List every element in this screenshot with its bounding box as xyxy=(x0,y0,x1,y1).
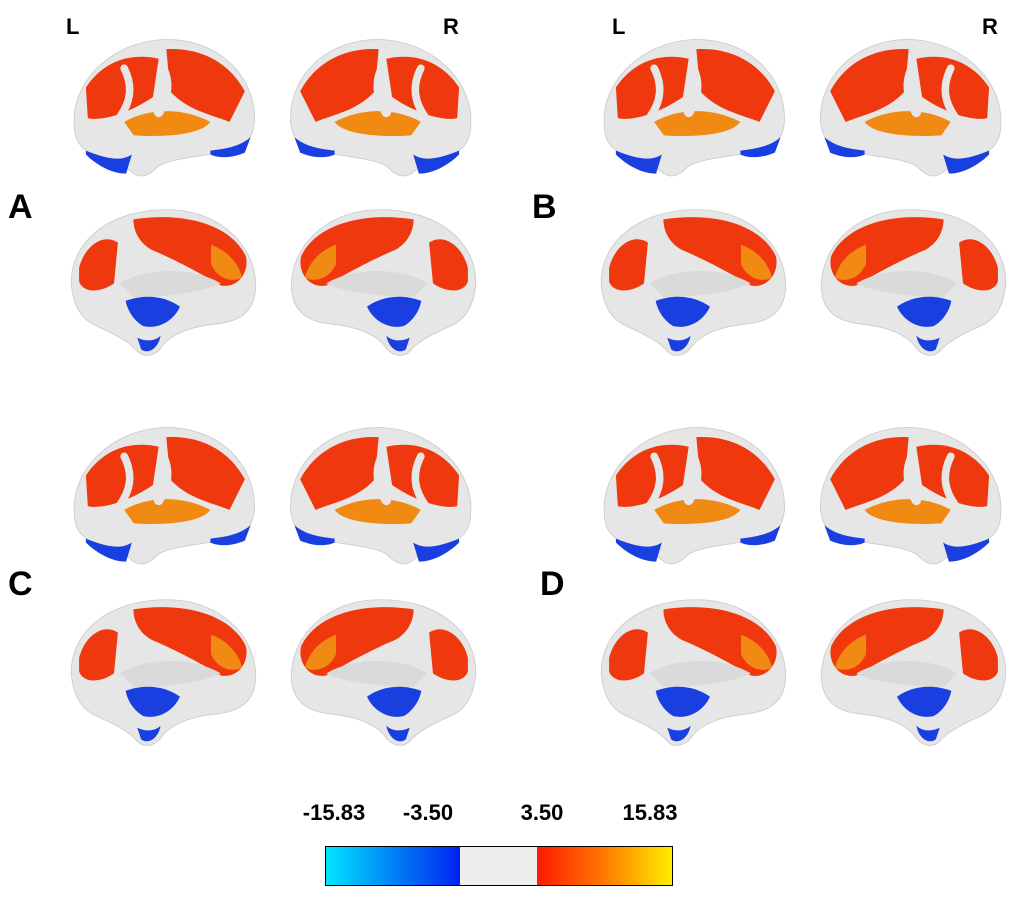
brain-a-lateral-right xyxy=(290,39,472,177)
colorbar-tick-neg-threshold: -3.50 xyxy=(402,800,454,825)
brain-b-medial-left xyxy=(600,209,787,356)
brain-a-lateral-left xyxy=(73,39,255,177)
left-hemisphere-label-b: L xyxy=(612,14,626,39)
brain-d-medial-left xyxy=(600,599,787,746)
right-hemisphere-label-b: R xyxy=(982,14,998,39)
brain-d-lateral-left xyxy=(603,427,785,565)
brain-c-lateral-right xyxy=(290,427,472,565)
right-hemisphere-label-a: R xyxy=(443,14,459,39)
brain-a-medial-right xyxy=(290,209,477,356)
brain-d-lateral-right xyxy=(820,427,1002,565)
panel-label-d: D xyxy=(540,565,565,603)
brain-c-medial-left xyxy=(70,599,257,746)
brain-a-medial-left xyxy=(70,209,257,356)
brain-d-medial-right xyxy=(820,599,1007,746)
colorbar-negative-segment xyxy=(326,847,460,885)
brain-b-lateral-left xyxy=(603,39,785,177)
brain-b-lateral-right xyxy=(820,39,1002,177)
colorbar-tick-pos-max: 15.83 xyxy=(622,800,678,825)
panel-label-a: A xyxy=(8,188,33,226)
brain-c-medial-right xyxy=(290,599,477,746)
brain-c-lateral-left xyxy=(73,427,255,565)
panel-label-c: C xyxy=(8,565,33,603)
colorbar-tick-pos-threshold: 3.50 xyxy=(520,800,564,825)
brain-b-medial-right xyxy=(820,209,1007,356)
colorbar xyxy=(325,846,673,886)
panel-label-b: B xyxy=(532,188,557,226)
left-hemisphere-label-a: L xyxy=(66,14,80,39)
colorbar-neutral-segment xyxy=(460,847,537,885)
colorbar-tick-neg-max: -15.83 xyxy=(302,800,366,825)
colorbar-positive-segment xyxy=(537,847,672,885)
